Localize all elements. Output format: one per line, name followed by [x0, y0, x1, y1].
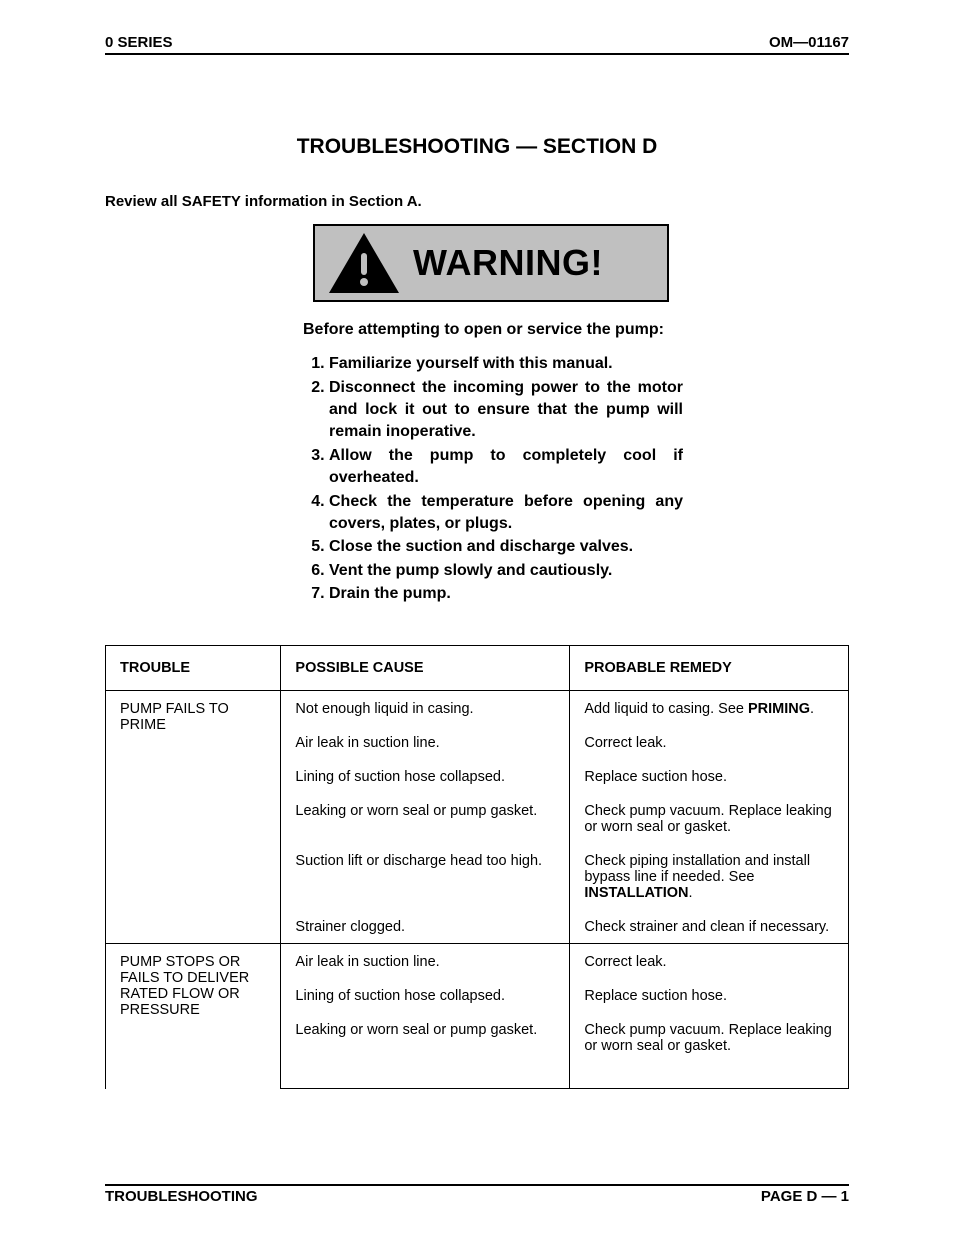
cause-cell: Air leak in suction line.: [281, 944, 570, 979]
table-row: PUMP FAILS TO PRIMENot enough liquid in …: [106, 691, 849, 726]
troubleshooting-table: TROUBLE POSSIBLE CAUSE PROBABLE REMEDY P…: [105, 645, 849, 1089]
cause-cell: Lining of suction hose collapsed.: [281, 978, 570, 1012]
warning-item: Vent the pump slowly and cautiously.: [329, 560, 683, 582]
cause-cell: Not enough liquid in casing.: [281, 691, 570, 726]
warning-label: WARNING!: [413, 242, 603, 284]
warning-block: WARNING! Before attempting to open or se…: [303, 224, 683, 605]
warning-item: Check the temperature before opening any…: [329, 491, 683, 536]
remedy-cell: Correct leak.: [570, 944, 849, 979]
remedy-cell: Replace suction hose.: [570, 759, 849, 793]
remedy-cell: Check pump vacuum. Replace leaking or wo…: [570, 1012, 849, 1089]
header-right: OM—01167: [769, 34, 849, 51]
page-title: TROUBLESHOOTING — SECTION D: [105, 135, 849, 159]
col-header-remedy: PROBABLE REMEDY: [570, 646, 849, 691]
trouble-cell: PUMP STOPS OR FAILS TO DELIVER RATED FLO…: [106, 944, 281, 1089]
remedy-cell: Check pump vacuum. Replace leaking or wo…: [570, 793, 849, 843]
warning-item: Allow the pump to completely cool if ove…: [329, 445, 683, 490]
remedy-cell: Add liquid to casing. See PRIMING.: [570, 691, 849, 726]
footer-left: TROUBLESHOOTING: [105, 1188, 258, 1205]
warning-box: WARNING!: [313, 224, 669, 302]
table-header-row: TROUBLE POSSIBLE CAUSE PROBABLE REMEDY: [106, 646, 849, 691]
cause-cell: Lining of suction hose collapsed.: [281, 759, 570, 793]
header-left: 0 SERIES: [105, 34, 173, 51]
warning-list: Familiarize yourself with this manual. D…: [303, 353, 683, 605]
footer-right: PAGE D — 1: [761, 1188, 849, 1205]
page-header: 0 SERIES OM—01167: [105, 34, 849, 55]
warning-triangle-icon: [327, 231, 401, 295]
cause-cell: Leaking or worn seal or pump gasket.: [281, 793, 570, 843]
remedy-cell: Replace suction hose.: [570, 978, 849, 1012]
remedy-cell: Correct leak.: [570, 725, 849, 759]
warning-intro: Before attempting to open or service the…: [303, 318, 683, 341]
col-header-trouble: TROUBLE: [106, 646, 281, 691]
col-header-cause: POSSIBLE CAUSE: [281, 646, 570, 691]
remedy-cell: Check strainer and clean if necessary.: [570, 909, 849, 944]
table-row: PUMP STOPS OR FAILS TO DELIVER RATED FLO…: [106, 944, 849, 979]
warning-item: Disconnect the incoming power to the mot…: [329, 377, 683, 444]
trouble-cell: PUMP FAILS TO PRIME: [106, 691, 281, 944]
warning-item: Drain the pump.: [329, 583, 683, 605]
warning-item: Close the suction and discharge valves.: [329, 536, 683, 558]
cause-cell: Air leak in suction line.: [281, 725, 570, 759]
document-page: 0 SERIES OM—01167 TROUBLESHOOTING — SECT…: [0, 0, 954, 1235]
page-footer: TROUBLESHOOTING PAGE D — 1: [105, 1184, 849, 1205]
cause-cell: Leaking or worn seal or pump gasket.: [281, 1012, 570, 1089]
warning-item: Familiarize yourself with this manual.: [329, 353, 683, 375]
safety-instruction: Review all SAFETY information in Section…: [105, 193, 849, 210]
cause-cell: Strainer clogged.: [281, 909, 570, 944]
remedy-cell: Check piping installation and install by…: [570, 843, 849, 909]
cause-cell: Suction lift or discharge head too high.: [281, 843, 570, 909]
